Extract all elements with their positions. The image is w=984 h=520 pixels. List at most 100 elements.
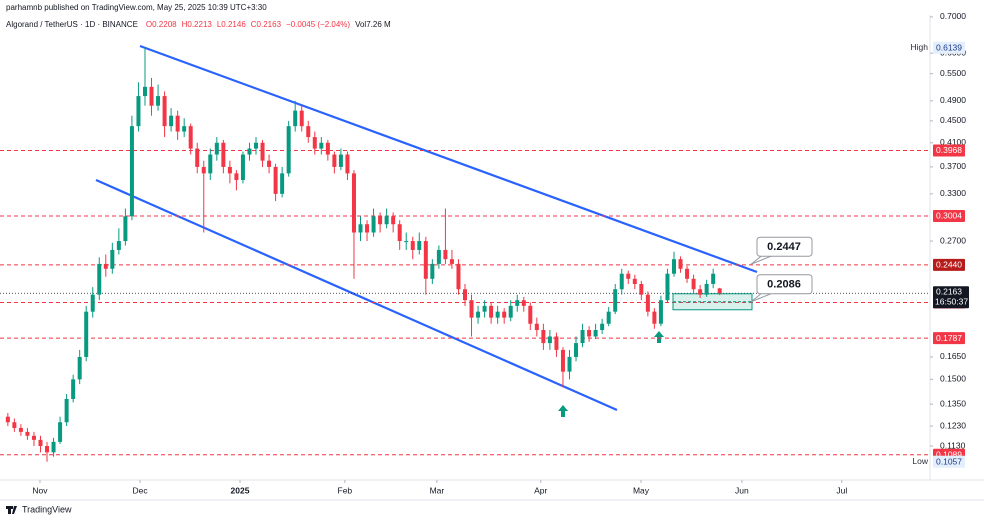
candle-body bbox=[423, 241, 428, 279]
candle-body bbox=[626, 273, 631, 279]
candle-body bbox=[38, 439, 43, 447]
candle-body bbox=[149, 86, 154, 106]
y-tick-label: 0.4900 bbox=[940, 95, 966, 105]
candle-body bbox=[489, 305, 494, 318]
price-line-label-box bbox=[933, 332, 965, 345]
candle-body bbox=[110, 249, 115, 269]
candle-body bbox=[351, 173, 356, 233]
tradingview-logo: TradingView bbox=[6, 504, 72, 514]
x-tick-label: Dec bbox=[132, 485, 148, 495]
candle-body bbox=[18, 427, 23, 432]
candle-body bbox=[201, 166, 206, 174]
legend-value: −0.0045 (−2.04%) bbox=[286, 20, 350, 29]
price-line-label-box bbox=[933, 144, 965, 157]
candle-body bbox=[254, 142, 259, 149]
candle-body bbox=[436, 249, 441, 264]
candle-body bbox=[410, 241, 415, 250]
candle-body bbox=[247, 148, 252, 155]
y-tick-label: 0.3300 bbox=[940, 188, 966, 198]
legend-value: C0.2163 bbox=[251, 20, 282, 29]
candle-body bbox=[554, 336, 559, 350]
candle-body bbox=[639, 283, 644, 295]
candle-body bbox=[378, 216, 383, 225]
candle-body bbox=[97, 263, 102, 295]
candle-body bbox=[463, 289, 467, 301]
candle-body bbox=[515, 300, 520, 306]
low-value-box bbox=[933, 455, 965, 468]
candle-body bbox=[717, 288, 722, 294]
callout-pointer bbox=[750, 255, 772, 265]
candle-body bbox=[221, 142, 226, 167]
candle-body bbox=[51, 441, 56, 453]
price-line-label: 0.3004 bbox=[936, 211, 962, 221]
high-label: High bbox=[911, 42, 929, 52]
candle-body bbox=[260, 142, 265, 161]
candle-body bbox=[188, 126, 193, 149]
candle-body bbox=[482, 305, 487, 312]
publisher: parhamnb published on TradingView.com, M… bbox=[6, 3, 267, 12]
candle-body bbox=[547, 336, 552, 344]
candle-body bbox=[698, 289, 703, 295]
price-line-label-box bbox=[933, 258, 965, 271]
y-tick-label: 0.1650 bbox=[940, 351, 966, 361]
current-price-label: 0.2163 bbox=[936, 286, 962, 296]
candle-body bbox=[280, 173, 285, 194]
candle-body bbox=[521, 300, 526, 306]
y-tick-label: 0.4100 bbox=[940, 137, 966, 147]
candle-body bbox=[658, 300, 663, 324]
candle-body bbox=[214, 142, 219, 155]
legend-value: O0.2208 bbox=[146, 20, 177, 29]
candle-body bbox=[227, 166, 232, 174]
candle-body bbox=[195, 148, 200, 167]
candle-body bbox=[299, 110, 304, 127]
candle-body bbox=[358, 224, 363, 233]
y-tick-label: 0.7000 bbox=[940, 11, 966, 21]
y-tick-label: 0.5500 bbox=[940, 68, 966, 78]
candle-body bbox=[606, 311, 611, 324]
lower-trend-line bbox=[95, 178, 618, 412]
candle-body bbox=[162, 96, 167, 127]
candle-body bbox=[619, 273, 624, 290]
candle-body bbox=[312, 137, 317, 149]
candle-body bbox=[234, 173, 239, 180]
candle-body bbox=[58, 422, 63, 442]
y-tick-label: 0.1130 bbox=[940, 440, 966, 450]
y-tick-label: 0.4500 bbox=[940, 115, 966, 125]
high-value: 0.6139 bbox=[936, 43, 962, 53]
candle-body bbox=[574, 343, 579, 357]
candle-body bbox=[613, 289, 618, 312]
candle-body bbox=[123, 216, 128, 242]
price-line-label: 0.1089 bbox=[936, 449, 962, 459]
candle-body bbox=[691, 278, 696, 290]
plot-area bbox=[0, 47, 930, 462]
countdown: 16:50:37 bbox=[935, 296, 968, 306]
price-line-label: 0.3968 bbox=[936, 145, 962, 155]
candle-body bbox=[169, 115, 174, 127]
candle-body bbox=[306, 126, 311, 138]
candle-body bbox=[384, 216, 389, 225]
candle-body bbox=[391, 216, 396, 225]
price-line-label: 0.1787 bbox=[936, 333, 962, 343]
callout-label: 0.2447 bbox=[767, 241, 801, 253]
y-tick-label: 0.2700 bbox=[940, 235, 966, 245]
legend-value: H0.2213 bbox=[182, 20, 213, 29]
x-tick-label: Jul bbox=[836, 485, 847, 495]
candle-body bbox=[332, 154, 337, 167]
candle-body bbox=[293, 110, 298, 127]
symbol-title: Algorand / TetherUS · 1D · BINANCE bbox=[6, 20, 138, 29]
candle-body bbox=[685, 268, 690, 279]
candle-body bbox=[711, 273, 716, 284]
callout-pointer bbox=[750, 293, 772, 303]
y-tick-label: 0.1500 bbox=[940, 374, 966, 384]
candle-body bbox=[587, 330, 592, 337]
low-value: 0.1057 bbox=[936, 456, 962, 466]
candle-body bbox=[417, 241, 422, 250]
candle-body bbox=[84, 311, 89, 357]
low-label: Low bbox=[912, 456, 928, 466]
candle-body bbox=[319, 142, 324, 149]
up-arrow bbox=[654, 331, 664, 343]
candle-body bbox=[502, 311, 507, 318]
x-tick-label: Nov bbox=[32, 485, 48, 495]
